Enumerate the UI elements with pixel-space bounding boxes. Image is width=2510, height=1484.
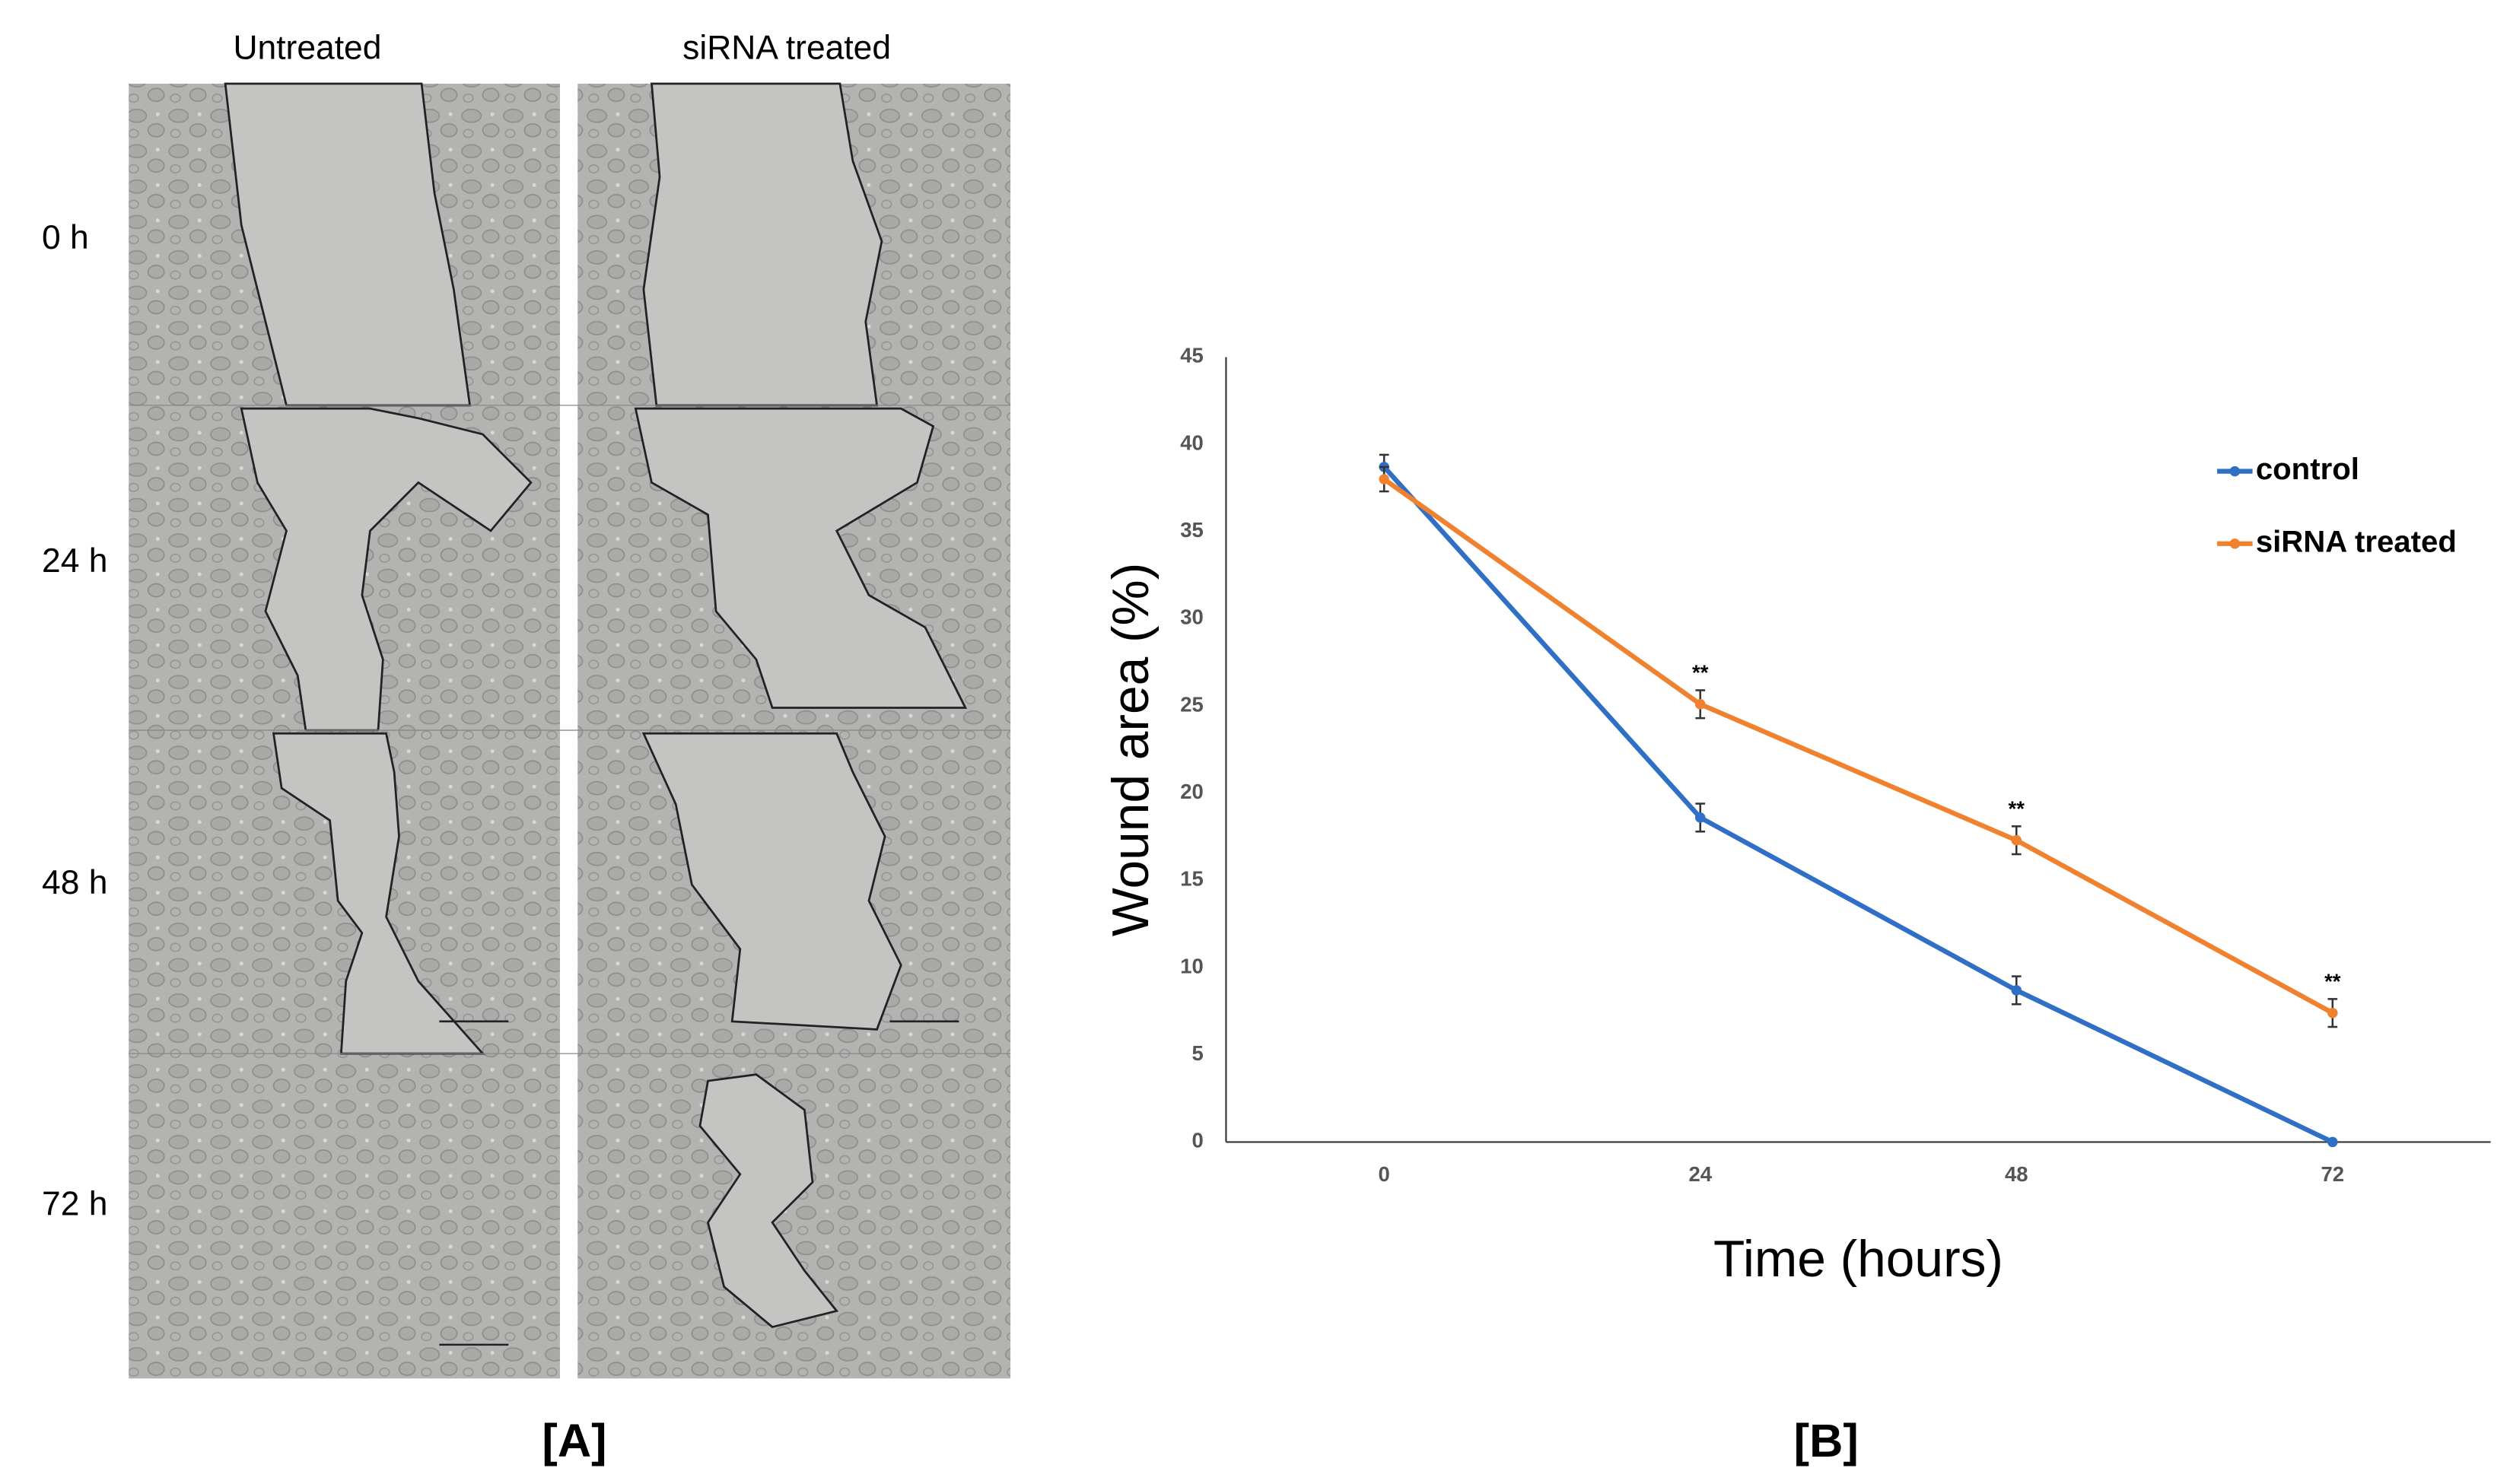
row-label: 24 h bbox=[42, 542, 107, 580]
wound-outline bbox=[634, 407, 968, 709]
panel-label: [B] bbox=[1794, 1414, 1859, 1467]
series-line bbox=[1382, 477, 2334, 1015]
panel-label: [A] bbox=[542, 1414, 606, 1467]
panel-a: Untreated siRNA treated 0 h 24 h 48 h 72… bbox=[42, 29, 1011, 1467]
row-label: 48 h bbox=[42, 864, 107, 901]
data-point bbox=[1694, 699, 1706, 710]
x-tick-label: 72 bbox=[2321, 1162, 2345, 1186]
data-point bbox=[1379, 474, 1389, 485]
x-tick-label: 0 bbox=[1379, 1162, 1390, 1186]
data-point bbox=[1694, 812, 1706, 823]
significance-mark: ** bbox=[1692, 661, 1709, 685]
wound-outline bbox=[641, 732, 902, 1031]
y-tick-label: 25 bbox=[1180, 692, 1204, 716]
legend-label: siRNA treated bbox=[2256, 524, 2457, 558]
y-axis-label: Wound area (%) bbox=[1102, 563, 1160, 936]
x-tick-label: 48 bbox=[2005, 1162, 2028, 1186]
y-tick-label: 5 bbox=[1192, 1041, 1204, 1065]
y-tick-label: 40 bbox=[1180, 431, 1204, 454]
data-point bbox=[2011, 834, 2022, 846]
y-tick-label: 15 bbox=[1180, 867, 1204, 891]
x-axis-label: Time (hours) bbox=[1713, 1231, 2003, 1288]
panel-b: 0 5 10 15 20 25 30 35 40 45 0 24 48 72 Time (hours) Wou… bbox=[1102, 344, 2491, 1467]
data-point bbox=[2327, 1136, 2338, 1148]
legend-marker bbox=[2229, 538, 2241, 549]
data-point bbox=[2011, 985, 2022, 996]
series-line bbox=[1382, 465, 2334, 1145]
wound-outline bbox=[642, 82, 883, 407]
wound-outline bbox=[240, 407, 533, 732]
y-tick-label: 20 bbox=[1180, 780, 1204, 803]
y-tick-label: 45 bbox=[1180, 344, 1204, 367]
y-tick-label: 0 bbox=[1192, 1129, 1204, 1152]
significance-mark: ** bbox=[2324, 969, 2341, 993]
significance-mark: ** bbox=[2009, 796, 2025, 820]
row-label: 72 h bbox=[42, 1186, 107, 1223]
legend-marker bbox=[2229, 466, 2241, 477]
y-tick-label: 10 bbox=[1180, 954, 1204, 977]
legend-label: control bbox=[2256, 452, 2359, 486]
data-point bbox=[2327, 1007, 2338, 1018]
row-label: 0 h bbox=[42, 219, 89, 256]
column-header: siRNA treated bbox=[682, 29, 891, 66]
y-tick-label: 35 bbox=[1180, 518, 1204, 542]
x-tick-label: 24 bbox=[1688, 1162, 1712, 1186]
wound-outline bbox=[698, 1073, 839, 1329]
micrographs bbox=[129, 82, 1011, 1379]
column-header: Untreated bbox=[233, 29, 381, 66]
y-tick-label: 30 bbox=[1180, 605, 1204, 629]
